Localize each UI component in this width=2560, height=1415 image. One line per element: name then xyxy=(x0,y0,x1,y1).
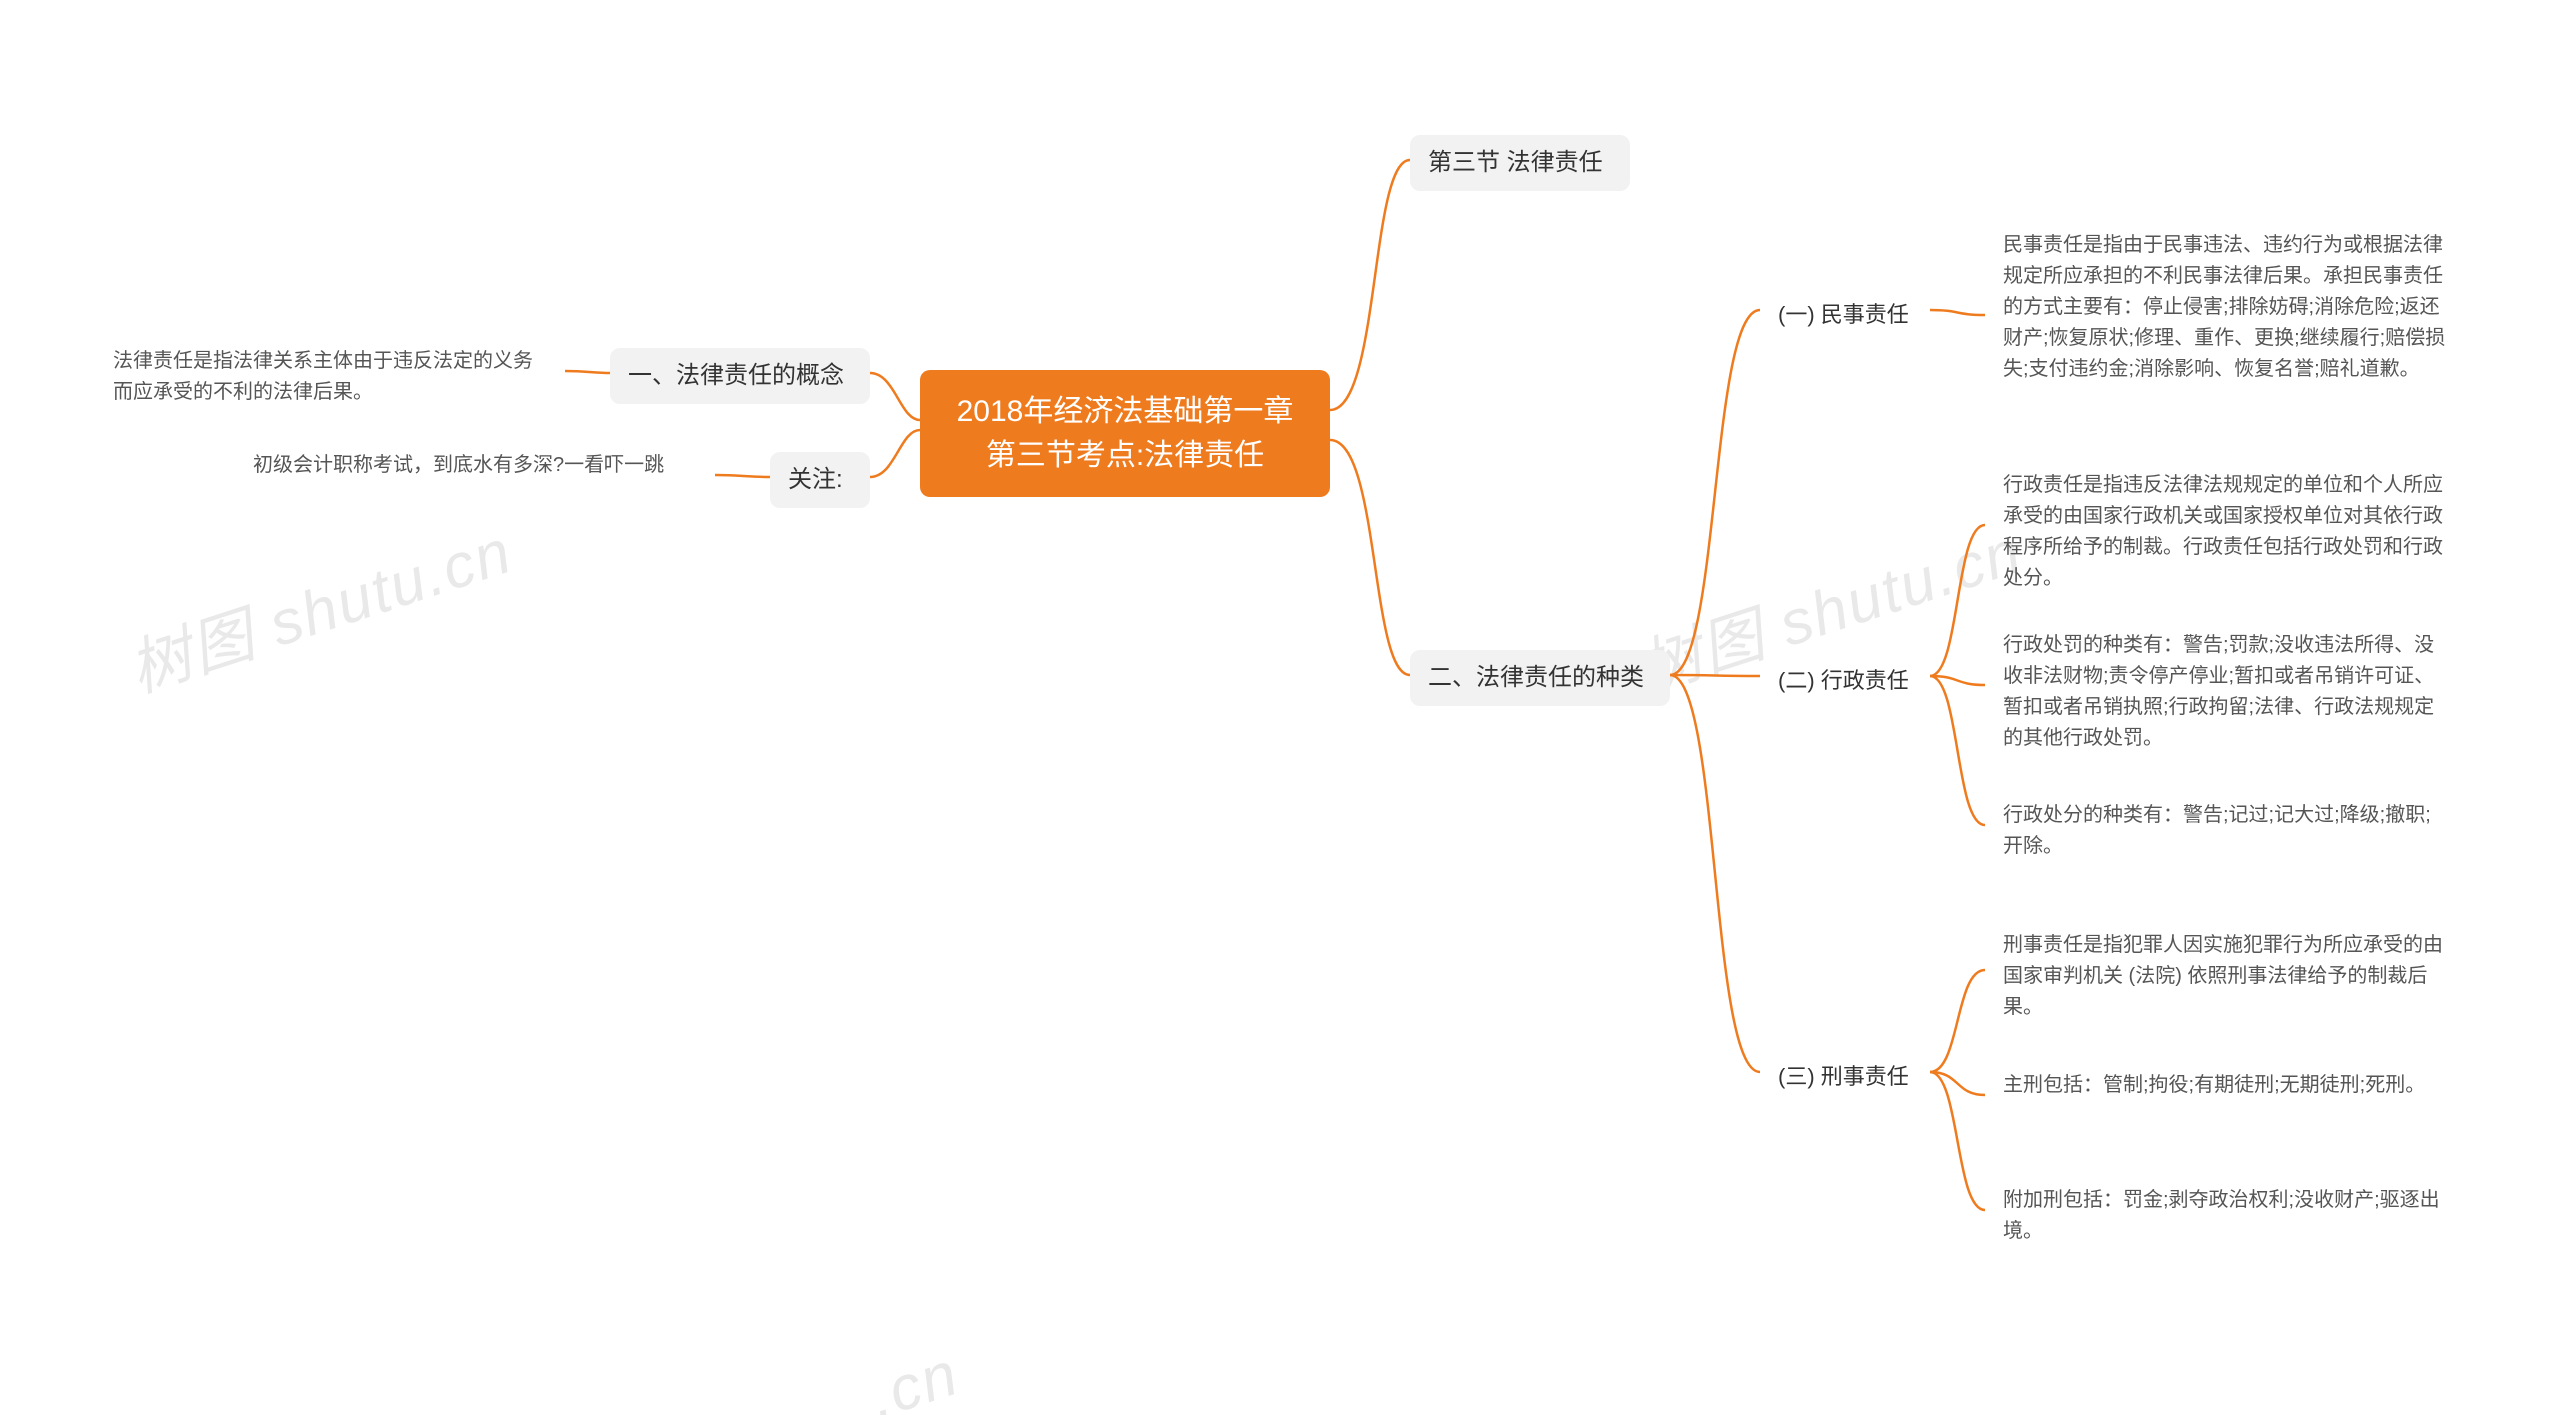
branch-section3[interactable]: 第三节 法律责任 xyxy=(1410,135,1630,191)
branch-concept[interactable]: 一、法律责任的概念 xyxy=(610,348,870,404)
root-node[interactable]: 2018年经济法基础第一章 第三节考点:法律责任 xyxy=(920,370,1330,497)
leaf-admin-3: 行政处分的种类有：警告;记过;记大过;降级;撤职;开除。 xyxy=(1985,790,2465,872)
leaf-civil-desc: 民事责任是指由于民事违法、违约行为或根据法律规定所应承担的不利民事法律后果。承担… xyxy=(1985,220,2465,395)
branch-attention[interactable]: 关注: xyxy=(770,452,870,508)
leaf-criminal-2: 主刑包括：管制;拘役;有期徒刑;无期徒刑;死刑。 xyxy=(1985,1060,2465,1111)
watermark: .cn xyxy=(861,1338,967,1415)
sub-civil[interactable]: (一) 民事责任 xyxy=(1760,288,1930,341)
leaf-admin-2: 行政处罚的种类有：警告;罚款;没收违法所得、没收非法财物;责令停产停业;暂扣或者… xyxy=(1985,620,2465,764)
branch-types[interactable]: 二、法律责任的种类 xyxy=(1410,650,1670,706)
sub-admin[interactable]: (二) 行政责任 xyxy=(1760,654,1930,707)
leaf-criminal-3: 附加刑包括：罚金;剥夺政治权利;没收财产;驱逐出境。 xyxy=(1985,1175,2465,1257)
leaf-admin-1: 行政责任是指违反法律法规规定的单位和个人所应承受的由国家行政机关或国家授权单位对… xyxy=(1985,460,2465,604)
root-line2: 第三节考点:法律责任 xyxy=(948,434,1302,478)
sub-criminal[interactable]: (三) 刑事责任 xyxy=(1760,1050,1930,1103)
leaf-concept-def: 法律责任是指法律关系主体由于违反法定的义务而应承受的不利的法律后果。 xyxy=(95,336,565,418)
mindmap-canvas: 树图 shutu.cn 树图 shutu.cn .cn xyxy=(0,0,2560,1415)
root-line1: 2018年经济法基础第一章 xyxy=(948,390,1302,434)
leaf-attention-text: 初级会计职称考试，到底水有多深?一看吓一跳 xyxy=(235,440,715,491)
watermark: 树图 shutu.cn xyxy=(116,501,522,709)
leaf-criminal-1: 刑事责任是指犯罪人因实施犯罪行为所应承受的由国家审判机关 (法院) 依照刑事法律… xyxy=(1985,920,2465,1033)
